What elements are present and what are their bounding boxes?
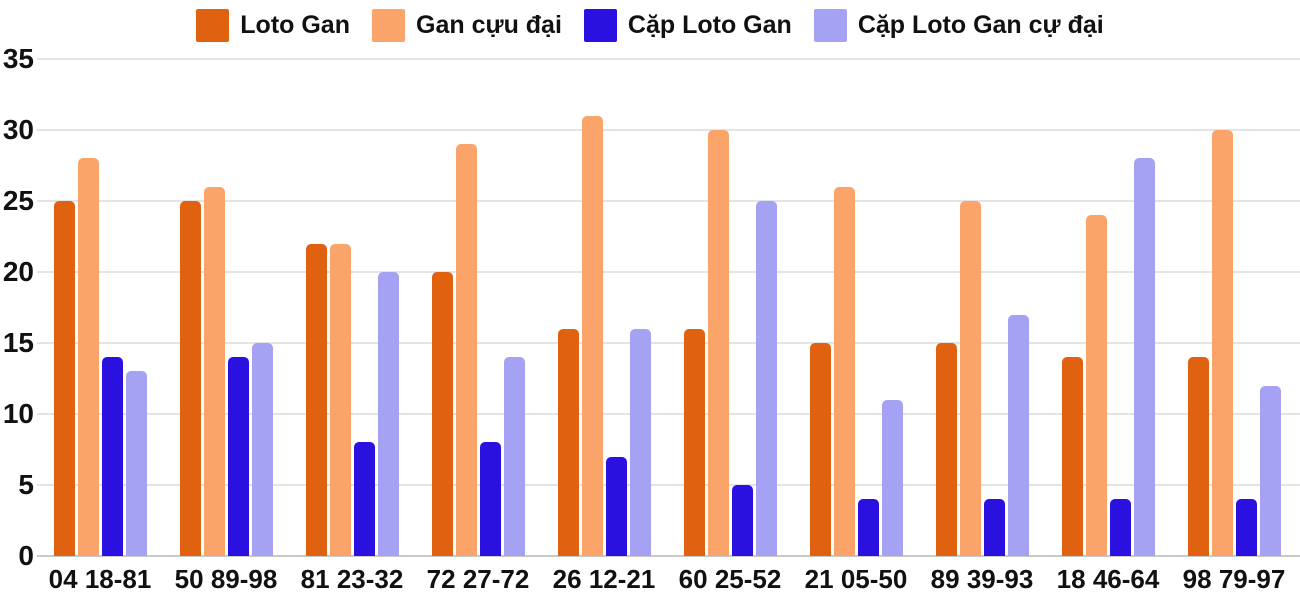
gridline bbox=[37, 200, 1300, 202]
x-axis-label: 81 23-32 bbox=[300, 564, 404, 594]
y-axis-tick-label: 0 bbox=[18, 540, 34, 571]
bar-3-group-3[interactable] bbox=[503, 357, 525, 556]
bar-0-group-4[interactable] bbox=[557, 328, 579, 556]
y-axis-tick-label: 25 bbox=[2, 185, 34, 216]
bar-2-group-3[interactable] bbox=[479, 442, 501, 556]
bar-1-group-2[interactable] bbox=[329, 243, 351, 556]
bar-0-group-1[interactable] bbox=[179, 201, 201, 556]
legend-swatch-icon bbox=[196, 8, 230, 42]
legend-swatch-icon bbox=[583, 8, 617, 42]
bar-1-group-1[interactable] bbox=[203, 186, 225, 556]
bar-3-group-1[interactable] bbox=[251, 343, 273, 556]
legend-label: Cặp Loto Gan cự đại bbox=[857, 10, 1104, 39]
bar-2-group-4[interactable] bbox=[605, 456, 627, 556]
x-axis-label: 21 05-50 bbox=[804, 564, 908, 594]
bar-2-group-0[interactable] bbox=[101, 357, 123, 556]
bar-2-group-9[interactable] bbox=[1235, 499, 1257, 556]
bar-3-group-8[interactable] bbox=[1133, 158, 1155, 556]
x-axis-label: 04 18-81 bbox=[48, 564, 152, 594]
bar-2-group-5[interactable] bbox=[731, 485, 753, 556]
bar-1-group-8[interactable] bbox=[1085, 215, 1107, 556]
x-axis-label: 18 46-64 bbox=[1056, 564, 1160, 594]
gridline bbox=[37, 413, 1300, 415]
bar-0-group-5[interactable] bbox=[683, 328, 705, 556]
bar-0-group-3[interactable] bbox=[431, 272, 453, 556]
y-axis-tick-label: 20 bbox=[2, 256, 34, 287]
x-axis-baseline bbox=[37, 555, 1300, 557]
bar-0-group-2[interactable] bbox=[305, 243, 327, 556]
bar-3-group-5[interactable] bbox=[755, 201, 777, 556]
bar-3-group-9[interactable] bbox=[1259, 385, 1281, 556]
bar-0-group-8[interactable] bbox=[1061, 357, 1083, 556]
gridline bbox=[37, 342, 1300, 344]
bar-1-group-5[interactable] bbox=[707, 130, 729, 556]
x-axis-label: 50 89-98 bbox=[174, 564, 278, 594]
y-axis-tick-label: 35 bbox=[2, 43, 34, 74]
bar-2-group-1[interactable] bbox=[227, 357, 249, 556]
bar-0-group-0[interactable] bbox=[53, 201, 75, 556]
y-axis-tick-label: 30 bbox=[2, 114, 34, 145]
bar-3-group-2[interactable] bbox=[377, 272, 399, 556]
gridline bbox=[37, 484, 1300, 486]
bar-2-group-7[interactable] bbox=[983, 499, 1005, 556]
legend-swatch-icon bbox=[372, 8, 405, 42]
bar-0-group-9[interactable] bbox=[1187, 357, 1209, 556]
x-axis-label: 72 27-72 bbox=[426, 564, 530, 594]
legend-swatch-icon bbox=[813, 8, 847, 42]
legend: Loto Gan Gan cựu đại Cặp Loto Gan Cặp Loto … bbox=[0, 6, 1300, 44]
gridline bbox=[37, 58, 1300, 60]
bar-2-group-2[interactable] bbox=[353, 442, 375, 556]
gridline bbox=[37, 271, 1300, 273]
bar-1-group-6[interactable] bbox=[833, 186, 855, 556]
bar-3-group-6[interactable] bbox=[881, 399, 903, 556]
x-axis-label: 26 12-21 bbox=[552, 564, 656, 594]
x-axis-label: 60 25-52 bbox=[678, 564, 782, 594]
bar-3-group-0[interactable] bbox=[125, 371, 147, 556]
bar-0-group-6[interactable] bbox=[809, 343, 831, 556]
legend-item[interactable]: Loto Gan bbox=[196, 8, 350, 42]
bar-1-group-7[interactable] bbox=[959, 201, 981, 556]
bar-1-group-4[interactable] bbox=[581, 115, 603, 556]
y-axis-tick-label: 5 bbox=[18, 469, 34, 500]
legend-label: Loto Gan bbox=[240, 10, 350, 39]
bar-1-group-9[interactable] bbox=[1211, 130, 1233, 556]
legend-label: Gan cựu đại bbox=[416, 10, 562, 39]
y-axis-tick-label: 10 bbox=[2, 398, 34, 429]
legend-item[interactable]: Gan cựu đại bbox=[372, 8, 562, 42]
bar-1-group-0[interactable] bbox=[77, 158, 99, 556]
y-axis-tick-label: 15 bbox=[2, 327, 34, 358]
legend-item[interactable]: Cặp Loto Gan cự đại bbox=[813, 8, 1104, 42]
gridline bbox=[37, 129, 1300, 131]
bar-2-group-6[interactable] bbox=[857, 499, 879, 556]
x-axis-label: 89 39-93 bbox=[930, 564, 1034, 594]
bar-0-group-7[interactable] bbox=[935, 343, 957, 556]
bar-2-group-8[interactable] bbox=[1109, 499, 1131, 556]
bar-3-group-7[interactable] bbox=[1007, 314, 1029, 556]
x-axis-label: 98 79-97 bbox=[1182, 564, 1286, 594]
legend-label: Cặp Loto Gan bbox=[627, 10, 792, 39]
bar-1-group-3[interactable] bbox=[455, 144, 477, 556]
bar-3-group-4[interactable] bbox=[629, 328, 651, 556]
legend-item[interactable]: Cặp Loto Gan bbox=[583, 8, 792, 42]
